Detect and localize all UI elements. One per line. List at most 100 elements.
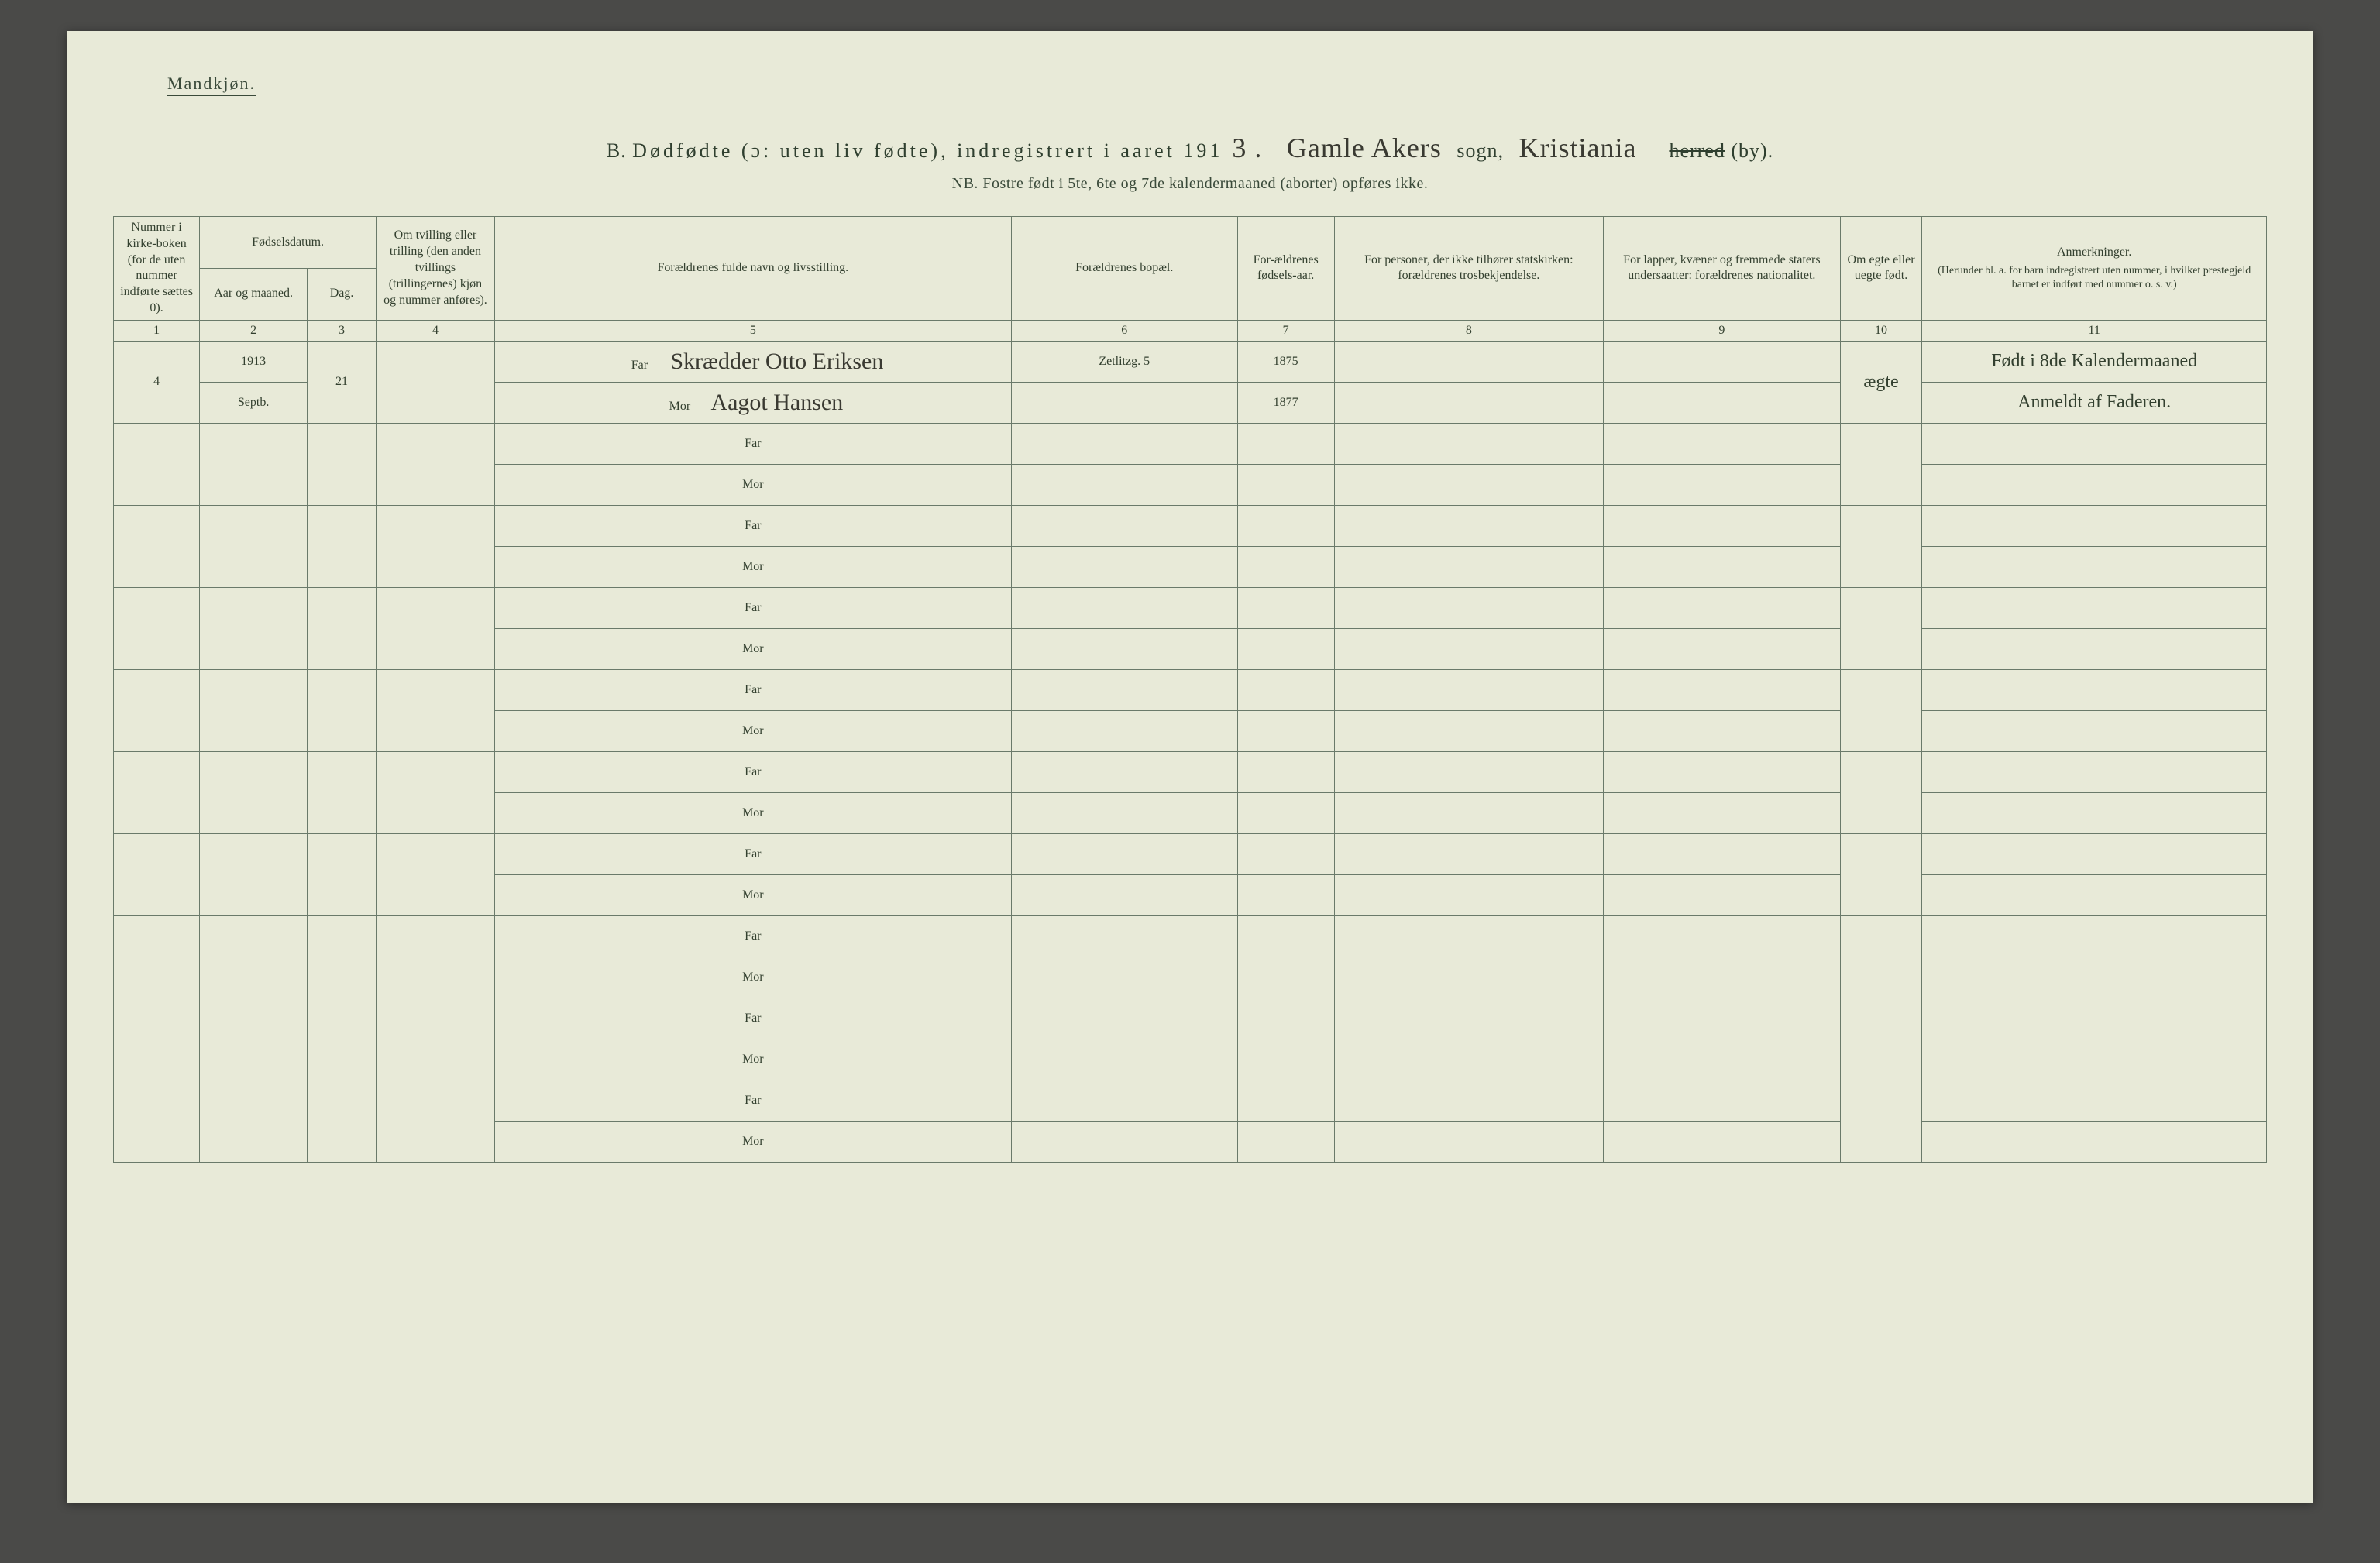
col-9-header: For lapper, kvæner og fremmede staters u… — [1604, 217, 1841, 321]
entry-faith-far — [1334, 341, 1603, 382]
far-label: Far — [736, 437, 770, 451]
empty-remark — [1922, 998, 2267, 1039]
entry-remark-2: Anmeldt af Faderen. — [1922, 382, 2267, 423]
empty-father-birth — [1237, 423, 1334, 464]
empty-father-birth — [1237, 998, 1334, 1039]
empty-twin — [377, 998, 495, 1080]
empty-legitimacy — [1840, 669, 1922, 751]
empty-father-cell: Far — [494, 423, 1011, 464]
entry-number: 4 — [114, 341, 200, 423]
colnum-8: 8 — [1334, 320, 1603, 341]
empty-nationality-mor — [1604, 792, 1841, 833]
empty-nationality — [1604, 505, 1841, 546]
mor-label: Mor — [736, 1135, 770, 1149]
empty-nationality — [1604, 915, 1841, 957]
entry-residence-mor — [1011, 382, 1237, 423]
empty-row-far: Far — [114, 915, 2267, 957]
empty-row-far: Far — [114, 751, 2267, 792]
empty-faith-mor — [1334, 710, 1603, 751]
empty-row-far: Far — [114, 833, 2267, 874]
empty-mother-cell: Mor — [494, 1039, 1011, 1080]
empty-faith-mor — [1334, 957, 1603, 998]
empty-mother-cell: Mor — [494, 628, 1011, 669]
far-label: Far — [736, 847, 770, 861]
entry-twin — [377, 341, 495, 423]
empty-nationality-mor — [1604, 874, 1841, 915]
empty-residence — [1011, 915, 1237, 957]
mor-label: Mor — [736, 888, 770, 902]
empty-row-far: Far — [114, 669, 2267, 710]
entry-legitimacy: ægte — [1840, 341, 1922, 423]
title-year-hand: 3 . — [1223, 132, 1271, 163]
empty-twin — [377, 669, 495, 751]
empty-legitimacy — [1840, 998, 1922, 1080]
empty-residence — [1011, 505, 1237, 546]
empty-remark — [1922, 505, 2267, 546]
empty-father-cell: Far — [494, 587, 1011, 628]
title-main: Dødfødte (ɔ: uten liv fødte), indregistr… — [632, 139, 1223, 162]
entry-residence: Zetlitzg. 5 — [1011, 341, 1237, 382]
empty-faith — [1334, 833, 1603, 874]
empty-residence-mor — [1011, 628, 1237, 669]
empty-nationality-mor — [1604, 1121, 1841, 1162]
col-11-header: Anmerkninger. (Herunder bl. a. for barn … — [1922, 217, 2267, 321]
empty-residence-mor — [1011, 546, 1237, 587]
empty-faith — [1334, 669, 1603, 710]
mor-label: Mor — [736, 478, 770, 492]
empty-father-cell: Far — [494, 915, 1011, 957]
column-number-row: 1 2 3 4 5 6 7 8 9 10 11 — [114, 320, 2267, 341]
empty-twin — [377, 423, 495, 505]
far-label: Far — [736, 929, 770, 943]
empty-father-birth — [1237, 505, 1334, 546]
colnum-9: 9 — [1604, 320, 1841, 341]
empty-twin — [377, 833, 495, 915]
empty-yearmonth — [200, 1080, 308, 1162]
col-10-header: Om egte eller uegte født. — [1840, 217, 1922, 321]
empty-faith — [1334, 505, 1603, 546]
empty-faith — [1334, 751, 1603, 792]
title-prefix: B. — [607, 139, 627, 162]
entry-row-far: 4 1913 21 Far Skrædder Otto Eriksen Zetl… — [114, 341, 2267, 382]
entry-remark-1: Født i 8de Kalendermaaned — [1922, 341, 2267, 382]
empty-nationality — [1604, 1080, 1841, 1121]
empty-twin — [377, 915, 495, 998]
empty-residence — [1011, 1080, 1237, 1121]
empty-mother-cell: Mor — [494, 1121, 1011, 1162]
empty-residence — [1011, 423, 1237, 464]
register-page: Mandkjøn. B. Dødfødte (ɔ: uten liv fødte… — [67, 31, 2313, 1503]
empty-remark — [1922, 587, 2267, 628]
empty-faith-mor — [1334, 464, 1603, 505]
empty-father-cell: Far — [494, 833, 1011, 874]
entry-father-birth: 1875 — [1237, 341, 1334, 382]
empty-day — [308, 915, 377, 998]
empty-mother-birth — [1237, 1121, 1334, 1162]
empty-nationality — [1604, 751, 1841, 792]
empty-nationality — [1604, 587, 1841, 628]
empty-father-birth — [1237, 587, 1334, 628]
col-11-sub: (Herunder bl. a. for barn indregistrert … — [1927, 264, 2261, 292]
empty-residence-mor — [1011, 874, 1237, 915]
empty-number — [114, 669, 200, 751]
empty-faith-mor — [1334, 1039, 1603, 1080]
empty-remark-mor — [1922, 710, 2267, 751]
sogn-handwritten: Gamle Akers — [1278, 132, 1451, 163]
empty-nationality — [1604, 423, 1841, 464]
empty-mother-birth — [1237, 464, 1334, 505]
empty-row-far: Far — [114, 1080, 2267, 1121]
empty-day — [308, 423, 377, 505]
empty-remark-mor — [1922, 874, 2267, 915]
col-6-header: Forældrenes bopæl. — [1011, 217, 1237, 321]
empty-remark-mor — [1922, 1121, 2267, 1162]
empty-yearmonth — [200, 505, 308, 587]
empty-father-cell: Far — [494, 505, 1011, 546]
empty-number — [114, 587, 200, 669]
mor-label: Mor — [736, 642, 770, 656]
empty-yearmonth — [200, 833, 308, 915]
empty-mother-birth — [1237, 957, 1334, 998]
empty-twin — [377, 751, 495, 833]
mor-label: Mor — [736, 806, 770, 820]
empty-mother-cell: Mor — [494, 874, 1011, 915]
empty-remark-mor — [1922, 957, 2267, 998]
empty-residence — [1011, 833, 1237, 874]
empty-father-birth — [1237, 1080, 1334, 1121]
